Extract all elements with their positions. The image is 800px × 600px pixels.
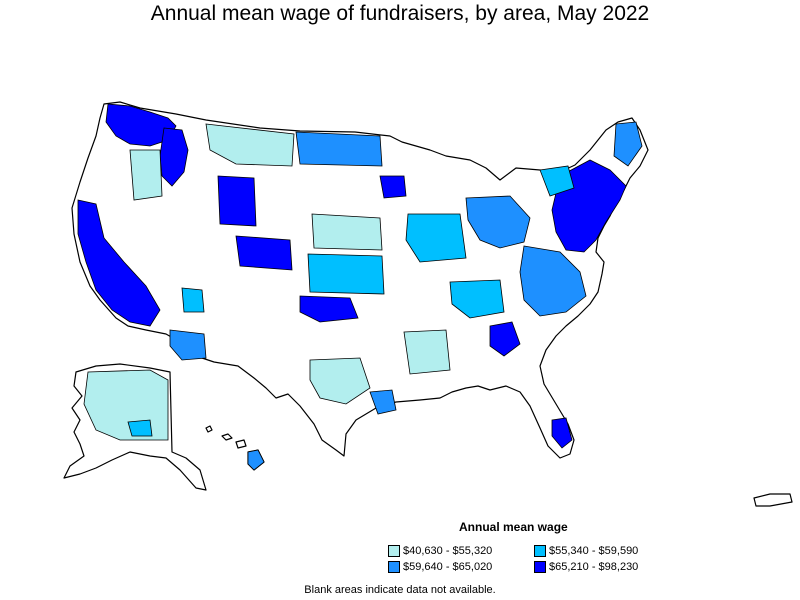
legend-label-1: $40,630 - $55,320 <box>403 545 493 557</box>
footnote: Blank areas indicate data not available. <box>304 584 496 596</box>
legend-label-2: $55,340 - $59,590 <box>549 545 639 557</box>
puerto-rico-outline <box>753 493 793 507</box>
legend-title: Annual mean wage <box>459 520 568 534</box>
legend-swatch-4 <box>534 561 546 573</box>
legend-item-4: $65,210 - $98,230 <box>534 561 638 573</box>
region-minnesota <box>379 175 407 199</box>
region-west-coast <box>77 199 161 327</box>
legend-swatch-1 <box>388 545 400 557</box>
legend-item-1: $40,630 - $55,320 <box>388 545 492 557</box>
region-southeast <box>449 279 505 319</box>
legend-item-2: $55,340 - $59,590 <box>534 545 638 557</box>
region-great-lakes <box>465 195 531 249</box>
legend-item-3: $59,640 - $65,020 <box>388 561 492 573</box>
legend-swatch-2 <box>534 545 546 557</box>
region-alaska <box>83 369 169 441</box>
map-title: Annual mean wage of fundraisers, by area… <box>150 2 650 25</box>
region-south <box>403 329 451 375</box>
region-arizona <box>169 329 207 361</box>
region-oregon-east <box>129 149 163 201</box>
region-wyoming <box>217 175 257 227</box>
region-colorado <box>235 235 293 271</box>
region-montana <box>205 123 295 167</box>
legend-swatch-3 <box>388 561 400 573</box>
region-nebraska <box>311 213 383 251</box>
alaska-outline <box>63 363 207 491</box>
region-new-york-north <box>539 165 575 197</box>
region-texas-central <box>309 357 371 405</box>
region-hawaii <box>247 449 265 471</box>
region-mid-atlantic <box>519 245 587 317</box>
region-oklahoma <box>299 295 359 323</box>
region-north-dakota <box>295 131 383 167</box>
region-kansas <box>307 253 385 295</box>
hawaii-outline <box>205 425 265 471</box>
region-texas-east <box>369 389 397 415</box>
region-nevada-south <box>181 287 205 313</box>
region-alaska-anchorage <box>127 419 153 437</box>
region-midwest <box>405 213 467 263</box>
legend-label-4: $65,210 - $98,230 <box>549 561 639 573</box>
region-idaho <box>159 127 189 187</box>
region-atlanta <box>489 321 521 357</box>
legend-label-3: $59,640 - $65,020 <box>403 561 493 573</box>
region-florida-se <box>551 417 573 449</box>
region-maine <box>613 121 643 167</box>
